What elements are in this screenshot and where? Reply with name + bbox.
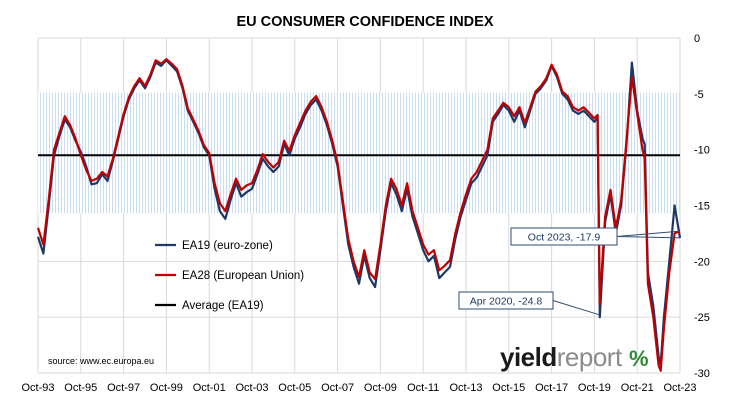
annotations: Oct 2023, -17.9 Apr 2020, -24.8	[458, 227, 681, 316]
legend-label: Average (EA19)	[182, 300, 264, 312]
series-line-ea28	[36, 58, 681, 372]
logo-text-report: report	[557, 342, 623, 372]
y-tick-label: -10	[694, 145, 710, 157]
y-tick-label: 0	[694, 33, 700, 45]
chart-title: EU CONSUMER CONFIDENCE INDEX	[237, 14, 494, 30]
annotation-leader	[616, 230, 681, 237]
y-tick-label: -30	[694, 368, 710, 380]
x-tick-label: Oct-21	[621, 382, 654, 394]
annotation-label: Apr 2020, -24.8	[470, 296, 543, 308]
x-tick-label: Oct-17	[535, 382, 568, 394]
logo-text-yield: yield	[500, 342, 557, 372]
annotation-box	[458, 291, 554, 310]
x-axis: Oct-93 Oct-95 Oct-97 Oct-99 Oct-01 Oct-03 Oct-…	[21, 382, 696, 394]
legend-label: EA28 (European Union)	[182, 270, 304, 282]
annotation-label: Oct 2023, -17.9	[528, 232, 601, 244]
y-tick-label: -20	[694, 256, 710, 268]
x-tick-label: Oct-97	[107, 382, 140, 394]
annotation-box	[510, 227, 618, 246]
legend-label: EA19 (euro-zone)	[182, 240, 273, 252]
svg-text:yieldreport: yieldreport	[500, 342, 623, 372]
legend: EA19 (euro-zone) EA28 (European Union) Ave…	[155, 240, 304, 312]
x-tick-label: Oct-09	[364, 382, 397, 394]
yieldreport-logo: yieldreport %	[500, 342, 649, 372]
x-tick-label: Oct-05	[278, 382, 311, 394]
x-tick-label: Oct-23	[663, 382, 696, 394]
source-note: source: www.ec.europa.eu	[48, 356, 154, 366]
x-tick-label: Oct-19	[578, 382, 611, 394]
std-deviation-band	[38, 92, 680, 214]
series-layer	[36, 58, 682, 372]
x-tick-label: Oct-11	[407, 382, 439, 394]
y-tick-label: -15	[694, 201, 710, 213]
logo-percent: %	[629, 346, 649, 371]
x-tick-label: Oct-15	[492, 382, 525, 394]
annotation-leader	[552, 300, 600, 316]
x-tick-label: Oct-13	[449, 382, 482, 394]
x-tick-label: Oct-99	[150, 382, 183, 394]
y-axis: 0 -5 -10 -15 -20 -25 -30	[694, 33, 710, 380]
annotation-leader	[616, 236, 681, 239]
x-tick-label: Oct-95	[64, 382, 97, 394]
x-tick-label: Oct-03	[235, 382, 268, 394]
y-tick-label: -25	[694, 312, 710, 324]
x-tick-label: Oct-01	[193, 382, 226, 394]
x-tick-label: Oct-07	[321, 382, 354, 394]
x-tick-label: Oct-93	[21, 382, 54, 394]
y-tick-label: -5	[694, 89, 704, 101]
